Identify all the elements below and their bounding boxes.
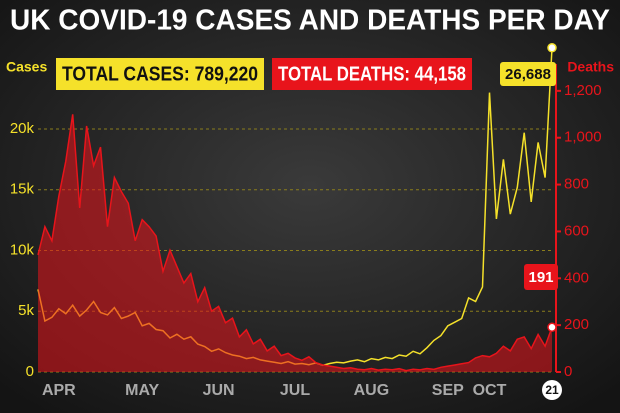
end-point <box>547 43 557 53</box>
y-tick-label: 0 <box>26 363 34 380</box>
y2-tick-label: 800 <box>564 176 589 193</box>
y2-tick-label: 1,200 <box>564 82 602 99</box>
chart-title: UK COVID-19 CASES AND DEATHS PER DAY <box>10 5 610 37</box>
total-deaths-box <box>272 58 472 90</box>
x-tick-label: JUL <box>280 382 310 399</box>
y-axis-title: Cases <box>6 59 47 75</box>
x-tick-label: APR <box>42 382 76 399</box>
date-circle <box>542 380 562 400</box>
x-tick-label: JUN <box>203 382 235 399</box>
total-cases: TOTAL CASES: 789,220 <box>62 63 258 85</box>
x-tick-label: 21 <box>545 383 559 397</box>
x-tick-label: OCT <box>473 382 507 399</box>
line <box>37 114 553 372</box>
callout-box <box>500 62 556 86</box>
y2-tick-label: 600 <box>564 222 589 239</box>
total-cases-box <box>56 58 264 90</box>
y-tick-label: 20k <box>10 120 35 137</box>
y2-axis-title: Deaths <box>567 59 614 75</box>
total-deaths: TOTAL DEATHS: 44,158 <box>278 63 466 85</box>
y2-tick-label: 200 <box>564 316 589 333</box>
x-tick-label: AUG <box>354 382 390 399</box>
callout-box <box>524 264 558 290</box>
y-tick-label: 15k <box>10 181 35 198</box>
end-point <box>547 322 557 333</box>
y-tick-label: 5k <box>18 302 34 319</box>
y-tick-label: 10k <box>10 241 35 258</box>
y2-tick-label: 0 <box>564 363 572 380</box>
y2-tick-label: 1,000 <box>564 129 602 146</box>
x-tick-label: MAY <box>125 382 159 399</box>
y2-tick-label: 400 <box>564 269 589 286</box>
value-label: 26,688 <box>505 66 551 83</box>
x-tick-label: SEP <box>432 382 464 399</box>
area <box>38 114 552 373</box>
value-label: 191 <box>528 269 553 286</box>
